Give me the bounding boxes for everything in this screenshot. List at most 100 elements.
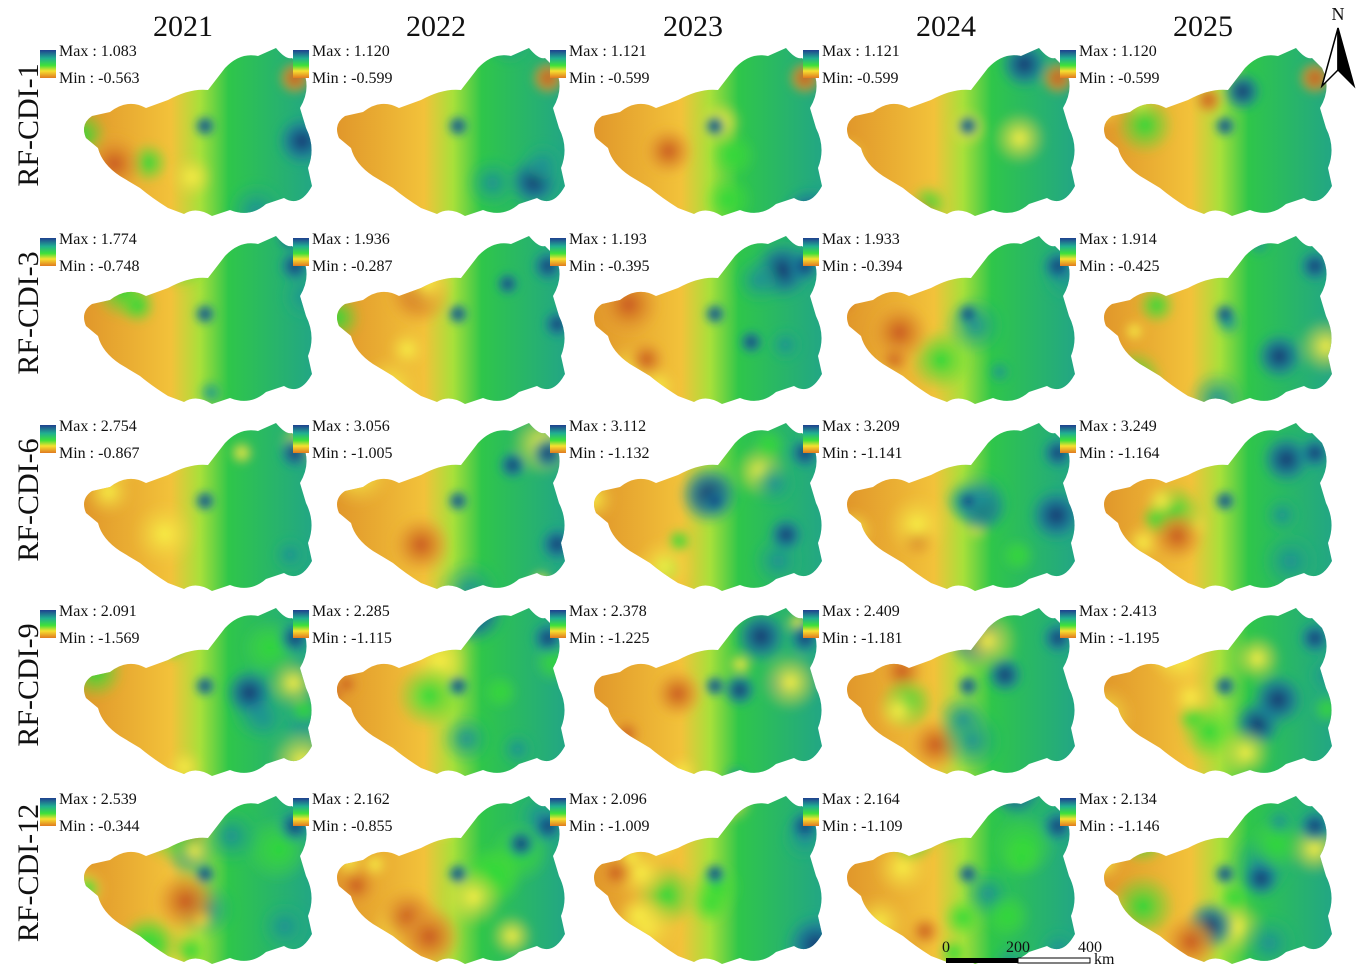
map-blob bbox=[388, 330, 427, 369]
map-fill bbox=[57, 786, 320, 967]
map-blob bbox=[446, 489, 470, 513]
map-blob bbox=[703, 302, 727, 326]
legend-min: Min : -0.394 bbox=[822, 258, 902, 275]
map-blob bbox=[586, 713, 617, 744]
legend-min: Min : -1.181 bbox=[822, 630, 902, 647]
map-blob bbox=[67, 643, 124, 700]
scale-seg bbox=[1018, 958, 1090, 963]
map-blob bbox=[579, 342, 606, 369]
map-blob bbox=[734, 255, 785, 306]
map-blob bbox=[1027, 486, 1086, 545]
map-blob bbox=[90, 733, 121, 764]
map-blob bbox=[528, 568, 554, 594]
map-blob bbox=[68, 730, 97, 759]
map-blob bbox=[269, 728, 335, 794]
map-blob bbox=[271, 535, 310, 574]
map-blob bbox=[84, 467, 133, 516]
map-blob bbox=[1193, 84, 1224, 115]
map-blob bbox=[823, 890, 869, 936]
legend-min: Min : -1.141 bbox=[822, 445, 902, 462]
map-blob bbox=[268, 658, 318, 708]
legend-min: Min : -1.009 bbox=[569, 818, 649, 835]
legend: Max : 2.413Min : -1.195 bbox=[1060, 603, 1159, 647]
map-blob bbox=[956, 862, 980, 886]
legend: Max : 2.162Min : -0.855 bbox=[293, 791, 392, 835]
map-blob bbox=[193, 674, 217, 698]
map-blob bbox=[627, 340, 666, 379]
legend-min: Min : -0.395 bbox=[569, 258, 649, 275]
map-blob bbox=[738, 329, 765, 356]
legend-bar bbox=[1060, 50, 1076, 78]
north-arrow: N bbox=[1322, 4, 1354, 86]
map-blob bbox=[936, 692, 989, 745]
row-label: RF-CDI-3 bbox=[12, 251, 45, 374]
map-blob bbox=[1187, 784, 1222, 819]
map-blob bbox=[1297, 620, 1333, 656]
map-blob bbox=[485, 17, 535, 67]
map-blob bbox=[1137, 286, 1177, 326]
legend: Max : 3.249Min : -1.164 bbox=[1060, 418, 1159, 462]
map-fill bbox=[55, 38, 329, 242]
map-blob bbox=[193, 114, 217, 138]
legend-bar bbox=[803, 50, 819, 78]
legend-min: Min : -1.132 bbox=[569, 445, 649, 462]
map-blob bbox=[228, 439, 255, 466]
map-blob bbox=[1253, 330, 1305, 382]
map-blob bbox=[569, 941, 616, 967]
map-blob bbox=[541, 308, 574, 341]
legend-bar bbox=[293, 610, 309, 638]
map-blob bbox=[119, 287, 157, 325]
map-panel bbox=[1079, 37, 1340, 228]
legend-min: Min: -0.599 bbox=[822, 70, 898, 87]
legend: Max : 2.164Min : -1.109 bbox=[803, 791, 902, 835]
map-blob bbox=[1122, 319, 1147, 344]
map-blob bbox=[1297, 808, 1333, 844]
map-blob bbox=[1213, 489, 1237, 513]
map-blob bbox=[1245, 231, 1272, 258]
legend-max: Max : 3.056 bbox=[312, 418, 390, 435]
scale-label: 200 bbox=[1006, 939, 1030, 956]
legend-max: Max : 2.754 bbox=[59, 418, 137, 435]
map-blob bbox=[495, 271, 521, 297]
legend-min: Min : -1.109 bbox=[822, 818, 902, 835]
legend-max: Max : 2.413 bbox=[1079, 603, 1157, 620]
map-blob bbox=[170, 155, 213, 198]
map-blob bbox=[767, 326, 804, 363]
legend-max: Max : 1.083 bbox=[59, 43, 137, 60]
map-fill bbox=[822, 413, 1086, 603]
legend-max: Max : 1.933 bbox=[822, 231, 900, 248]
map-blob bbox=[156, 629, 189, 662]
map-panel bbox=[311, 782, 573, 967]
map-fill bbox=[568, 413, 831, 603]
map-fill bbox=[56, 381, 325, 603]
legend-bar bbox=[293, 238, 309, 266]
map-blob bbox=[655, 586, 686, 617]
legend: Max : 1.083Min : -0.563 bbox=[40, 43, 139, 87]
map-blob bbox=[722, 763, 749, 790]
row-label: RF-CDI-9 bbox=[12, 623, 45, 746]
map-blob bbox=[497, 449, 529, 481]
scale-seg bbox=[946, 958, 1018, 963]
legend-min: Min : -1.005 bbox=[312, 445, 392, 462]
map-blob bbox=[821, 134, 869, 182]
north-label: N bbox=[1332, 4, 1345, 24]
scale-unit: km bbox=[1094, 951, 1115, 967]
map-blob bbox=[942, 897, 983, 938]
legend-max: Max : 1.120 bbox=[312, 43, 390, 60]
map-blob bbox=[193, 862, 217, 886]
map-blob bbox=[752, 428, 786, 462]
legend-max: Max : 2.409 bbox=[822, 603, 900, 620]
map-blob bbox=[1297, 317, 1355, 375]
map-blob bbox=[703, 175, 753, 225]
map-blob bbox=[1069, 683, 1136, 750]
map-blob bbox=[985, 654, 1026, 695]
map-blob bbox=[951, 791, 977, 817]
row-label: RF-CDI-1 bbox=[12, 63, 45, 186]
map-blob bbox=[674, 774, 726, 826]
map-panel bbox=[568, 413, 831, 603]
legend-bar bbox=[40, 610, 56, 638]
